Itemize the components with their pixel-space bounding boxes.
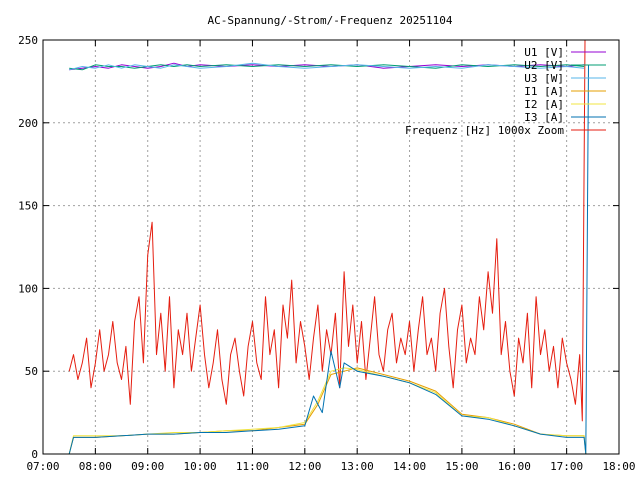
- y-axis: 0 50 100 150 200 250: [18, 34, 619, 461]
- legend-label: U3 [W]: [524, 72, 564, 85]
- legend-label: Frequenz [Hz] 1000x Zoom: [405, 124, 564, 137]
- series-line-4: [68, 367, 587, 455]
- x-tick-label: 07:00: [26, 460, 59, 473]
- series-line-2: [69, 62, 585, 71]
- x-tick-label: 12:00: [288, 460, 321, 473]
- y-tick-label: 50: [25, 365, 38, 378]
- series-line-5: [68, 64, 589, 455]
- x-tick-label: 08:00: [79, 460, 112, 473]
- x-tick-label: 14:00: [393, 460, 426, 473]
- x-tick-label: 18:00: [602, 460, 635, 473]
- x-tick-label: 16:00: [498, 460, 531, 473]
- y-tick-label: 250: [18, 34, 38, 47]
- legend-label: U1 [V]: [524, 46, 564, 59]
- y-tick-label: 100: [18, 282, 38, 295]
- series-line-1: [69, 64, 585, 71]
- y-tick-label: 150: [18, 200, 38, 213]
- series-line-3: [68, 367, 587, 455]
- grid: [43, 40, 619, 454]
- legend-label: I3 [A]: [524, 111, 564, 124]
- legend-label: I2 [A]: [524, 98, 564, 111]
- y-tick-label: 200: [18, 117, 38, 130]
- y-tick-label: 0: [31, 448, 38, 461]
- chart-title: AC-Spannung/-Strom/-Frequenz 20251104: [207, 14, 452, 27]
- series-group: [68, 39, 589, 455]
- legend: U1 [V]U2 [V]U3 [W]I1 [A]I2 [A]I3 [A]Freq…: [405, 46, 606, 137]
- x-tick-label: 11:00: [236, 460, 269, 473]
- x-tick-label: 13:00: [341, 460, 374, 473]
- plot-frame: [42, 39, 620, 455]
- x-tick-label: 15:00: [445, 460, 478, 473]
- x-axis: 07:00 08:00 09:00 10:00 11:00 12:00 13:00 14:00…: [26, 40, 636, 473]
- legend-label: U2 [V]: [524, 59, 564, 72]
- x-tick-label: 09:00: [131, 460, 164, 473]
- legend-label: I1 [A]: [524, 85, 564, 98]
- x-tick-label: 10:00: [184, 460, 217, 473]
- series-line-6: [68, 39, 586, 422]
- x-tick-label: 17:00: [550, 460, 583, 473]
